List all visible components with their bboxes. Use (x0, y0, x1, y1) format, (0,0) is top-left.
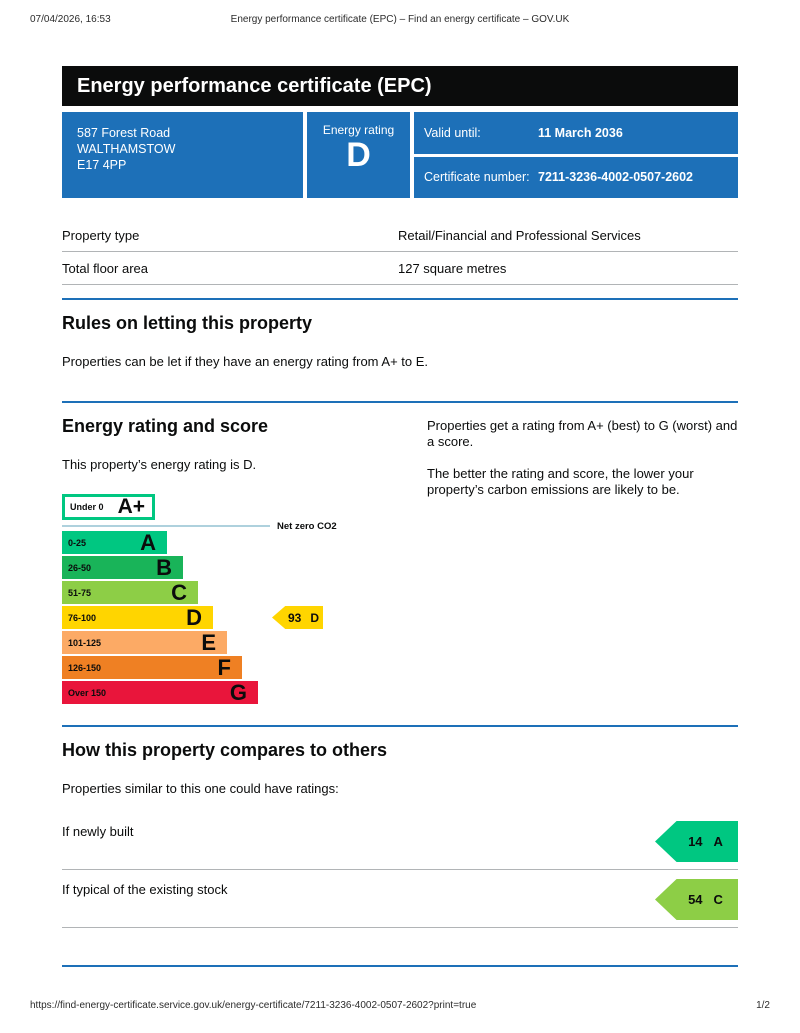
compare-row-label: If newly built (62, 824, 134, 839)
rating-section-intro: This property’s energy rating is D. (62, 457, 257, 472)
rules-section-heading: Rules on letting this property (62, 313, 313, 333)
rules-section-body: Properties can be let if they have an en… (62, 354, 429, 369)
compare-score: 14 (688, 834, 703, 849)
band-letter: F (217, 654, 231, 680)
band-range-label: Over 150 (68, 687, 107, 698)
total-floor-area-label: Total floor area (62, 261, 148, 276)
valid-until-value: 11 March 2036 (538, 125, 623, 140)
energy-rating-letter: D (346, 136, 371, 174)
band-range-label: 76-100 (68, 612, 97, 623)
certificate-content: Energy performance certificate (EPC) 587… (62, 66, 738, 967)
property-details-table: Property type Retail/Financial and Profe… (62, 219, 738, 285)
compare-row-newly-built: If newly built 14 A (62, 812, 738, 870)
address-line-2: WALTHAMSTOW (77, 142, 176, 156)
certificate-banner-title: Energy performance certificate (EPC) (62, 66, 738, 106)
address-line-3: E17 4PP (77, 158, 127, 172)
certificate-number-value: 7211-3236-4002-0507-2602 (538, 170, 693, 185)
band-letter: B (156, 554, 172, 580)
epc-band-e: 101-125 E (62, 631, 227, 654)
valid-until-label: Valid until: (424, 125, 481, 140)
band-range-label: 0-25 (68, 537, 87, 548)
property-type-value: Retail/Financial and Professional Servic… (398, 228, 641, 243)
net-zero-line (62, 525, 270, 527)
band-letter: A+ (117, 495, 145, 518)
epc-band-a-plus: Under 0 A+ (62, 494, 155, 520)
current-score: 93 (287, 610, 302, 625)
band-letter: G (229, 679, 247, 705)
net-zero-co2-line: Net zero CO2 (62, 520, 427, 532)
property-address: 587 Forest Road WALTHAMSTOW E17 4PP (62, 112, 303, 198)
compare-section-intro: Properties similar to this one could hav… (62, 781, 339, 796)
energy-rating-cell: Energy rating D (307, 112, 410, 198)
section-divider (62, 401, 738, 403)
band-range-label: 51-75 (68, 587, 92, 598)
band-range-label: Under 0 (70, 502, 104, 512)
rating-aside-1: Properties get a rating from A+ (best) t… (427, 418, 738, 449)
epc-band-d: 76-100 D (62, 606, 213, 629)
certificate-meta-cell: Valid until: 11 March 2036 Certificate n… (414, 112, 738, 198)
compare-letter: A (713, 834, 723, 849)
table-row: Total floor area 127 square metres (62, 252, 738, 285)
browser-print-header: 07/04/2026, 16:53 Energy performance cer… (0, 14, 800, 25)
band-range-label: 101-125 (68, 637, 102, 648)
valid-until-row: Valid until: 11 March 2036 (414, 112, 738, 154)
band-range-label: 126-150 (68, 662, 102, 673)
print-datetime: 07/04/2026, 16:53 (30, 14, 111, 25)
table-row: Property type Retail/Financial and Profe… (62, 219, 738, 252)
epc-band-c: 51-75 C (62, 581, 198, 604)
current-score-marker-arrow: 93 D (272, 606, 323, 629)
section-divider (62, 725, 738, 727)
comparison-rows: If newly built 14 A If typical of the ex… (62, 812, 738, 928)
epc-rating-chart: Under 0 A+ Net zero CO2 0-25 A 26-50 B (62, 494, 427, 706)
address-line-1: 587 Forest Road (77, 126, 171, 140)
rating-aside-2: The better the rating and score, the low… (427, 466, 694, 497)
section-divider (62, 965, 738, 967)
certificate-number-label: Certificate number: (424, 170, 530, 185)
compare-row-existing-stock: If typical of the existing stock 54 C (62, 870, 738, 928)
band-letter: D (186, 604, 202, 630)
compare-score: 54 (688, 892, 703, 907)
total-floor-area-value: 127 square metres (398, 261, 507, 276)
print-page-number: 1/2 (756, 1000, 770, 1011)
current-letter: D (310, 610, 320, 625)
band-range-label: 26-50 (68, 562, 92, 573)
epc-band-g: Over 150 G (62, 681, 258, 704)
epc-band-f: 126-150 F (62, 656, 242, 679)
epc-band-a: 0-25 A (62, 531, 167, 554)
rating-left-column: Energy rating and score This property’s … (62, 403, 427, 706)
band-letter: C (171, 579, 187, 605)
net-zero-label: Net zero CO2 (277, 520, 337, 532)
compare-section-heading: How this property compares to others (62, 740, 388, 760)
property-type-label: Property type (62, 228, 140, 243)
rating-section-heading: Energy rating and score (62, 416, 269, 436)
compare-letter: C (713, 892, 723, 907)
certificate-summary-box: 587 Forest Road WALTHAMSTOW E17 4PP Ener… (62, 112, 738, 198)
print-url: https://find-energy-certificate.service.… (30, 1000, 477, 1011)
certificate-number-row: Certificate number: 7211-3236-4002-0507-… (414, 156, 738, 198)
rating-right-column: Properties get a rating from A+ (best) t… (427, 403, 738, 706)
energy-rating-label: Energy rating (322, 123, 395, 137)
compare-row-label: If typical of the existing stock (62, 882, 228, 897)
epc-band-b: 26-50 B (62, 556, 183, 579)
print-page-title: Energy performance certificate (EPC) – F… (230, 14, 570, 25)
band-letter: E (201, 629, 216, 655)
section-divider (62, 298, 738, 300)
band-letter: A (140, 529, 156, 555)
energy-rating-section: Energy rating and score This property’s … (62, 403, 738, 706)
